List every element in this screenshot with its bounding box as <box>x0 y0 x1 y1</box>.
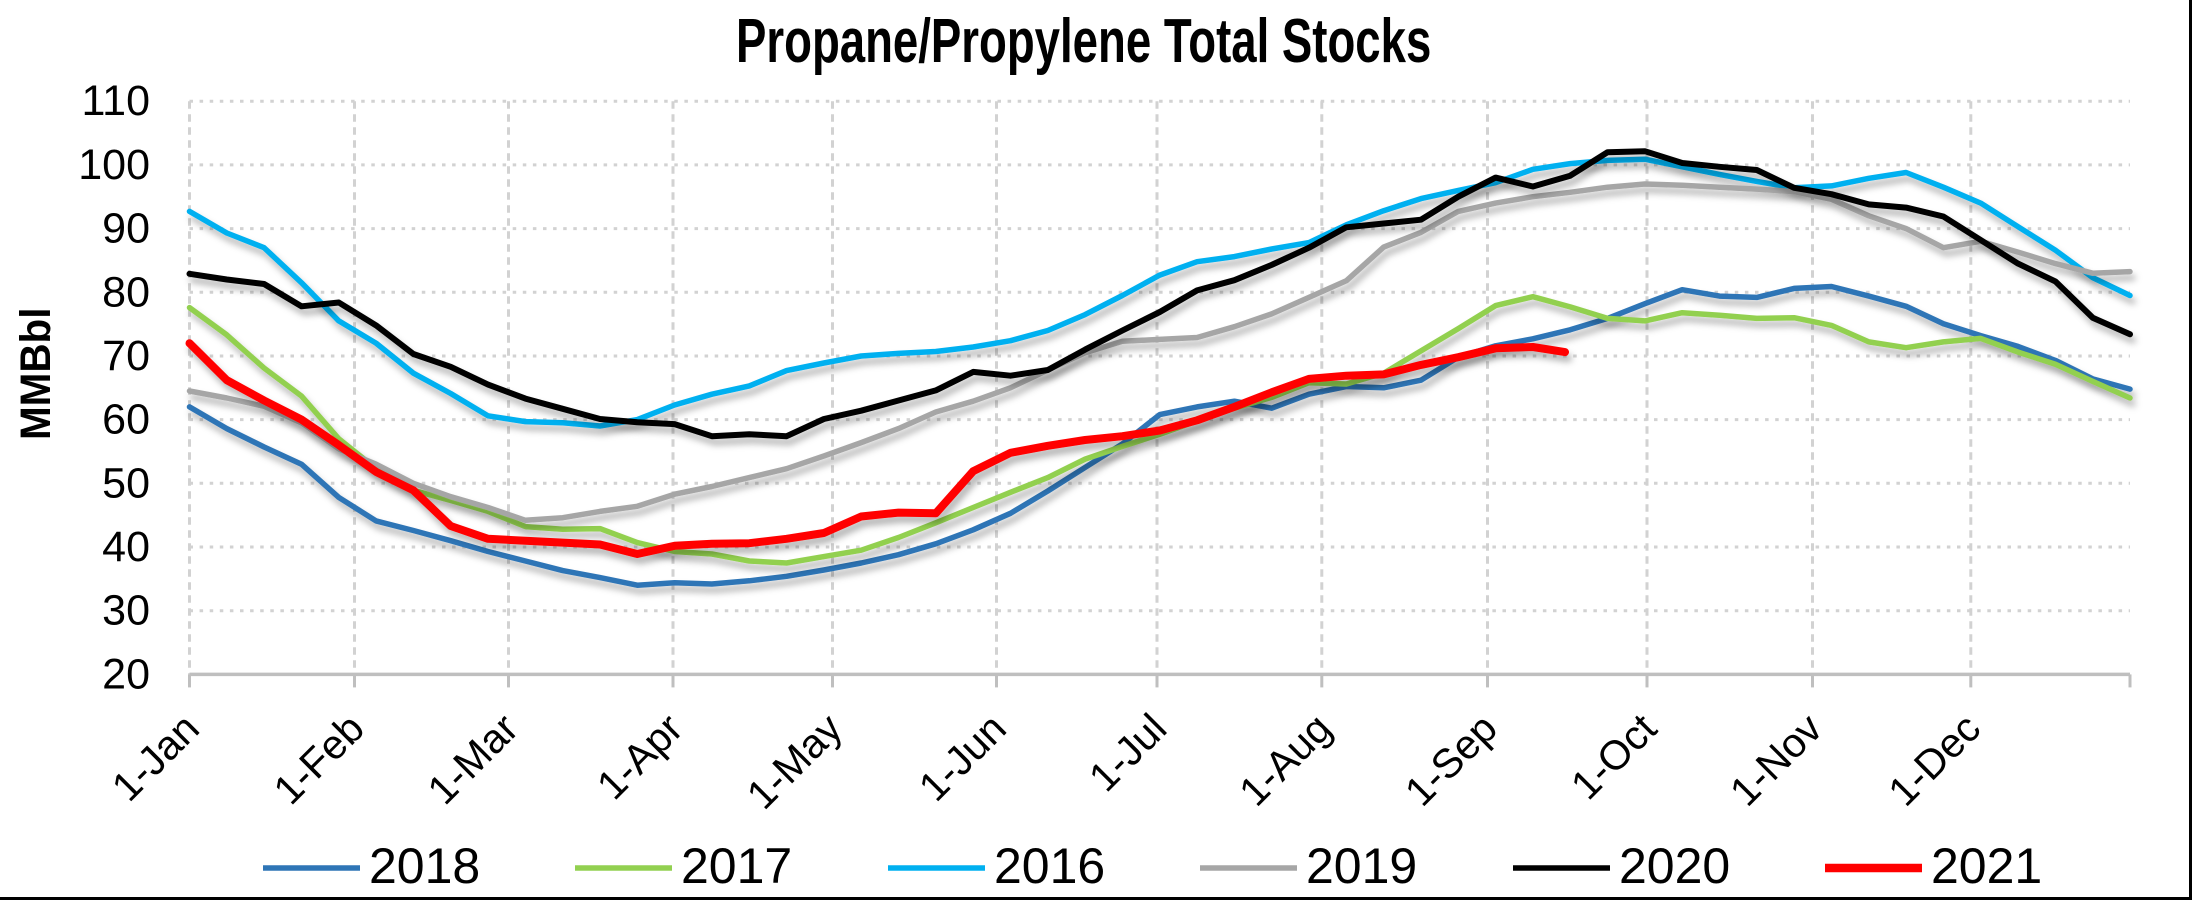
svg-text:30: 30 <box>102 587 150 635</box>
svg-text:2018: 2018 <box>369 838 480 894</box>
svg-text:40: 40 <box>102 523 150 571</box>
svg-text:2016: 2016 <box>994 838 1105 894</box>
svg-text:2020: 2020 <box>1619 838 1730 894</box>
svg-text:2017: 2017 <box>681 838 792 894</box>
svg-text:80: 80 <box>102 268 150 316</box>
svg-text:100: 100 <box>78 141 150 189</box>
svg-text:2021: 2021 <box>1931 838 2042 894</box>
svg-text:110: 110 <box>81 77 150 125</box>
svg-text:90: 90 <box>102 205 150 253</box>
svg-text:Propane/Propylene Total Stocks: Propane/Propylene Total Stocks <box>736 6 1431 76</box>
svg-text:50: 50 <box>102 459 150 507</box>
svg-text:70: 70 <box>102 332 150 380</box>
svg-text:20: 20 <box>102 650 150 698</box>
svg-text:60: 60 <box>102 396 150 444</box>
svg-text:MMBbl: MMBbl <box>11 308 59 440</box>
svg-text:2019: 2019 <box>1306 838 1417 894</box>
